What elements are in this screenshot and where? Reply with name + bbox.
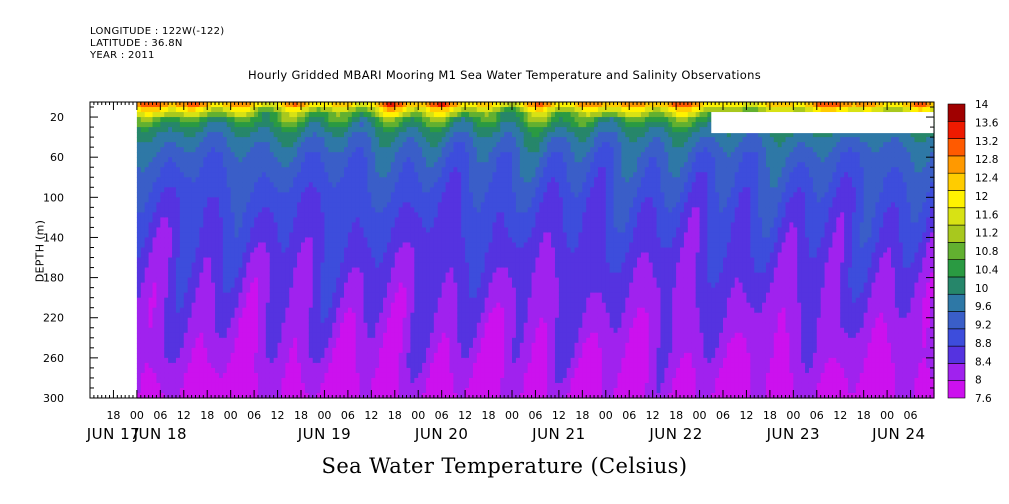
y-axis: 20 60 100 140 180 220 260 300: [43, 106, 934, 405]
colorbar-label: 10: [975, 283, 988, 295]
colorbar-label: 12.4: [975, 173, 999, 185]
y-tick-label: 260: [43, 352, 64, 365]
colorbar-label: 8.4: [975, 356, 992, 368]
x-tick-label: 00: [880, 409, 894, 422]
y-tick-label: 20: [50, 111, 64, 124]
colorbar-swatch: [947, 293, 966, 312]
colorbar: 14 13.6 13.2 12.8 12.4 12 11.6 11.2 10.8 10.4 10 9.…: [947, 99, 999, 405]
x-tick-label: 12: [739, 409, 753, 422]
colorbar-label: 9.6: [975, 301, 992, 313]
x-tick-label: 00: [411, 409, 425, 422]
colorbar-swatch: [947, 363, 966, 382]
x-tick-label: 06: [341, 409, 355, 422]
date-label: JUN 19: [297, 425, 351, 443]
colorbar-label: 13.6: [975, 117, 999, 129]
colorbar-swatch: [947, 311, 966, 330]
x-tick-label: 00: [693, 409, 707, 422]
colorbar-label: 11.6: [975, 209, 999, 221]
date-label: JUN 23: [766, 425, 820, 443]
variable-label: Sea Water Temperature (Celsius): [321, 454, 688, 478]
y-tick-label: 100: [43, 191, 64, 204]
y-tick-label: 180: [43, 272, 64, 285]
colorbar-label: 9.2: [975, 320, 992, 332]
date-label: JUN 22: [648, 425, 702, 443]
colorbar-swatch: [947, 172, 966, 191]
colorbar-swatch: [947, 224, 966, 243]
x-tick-label: 18: [669, 409, 683, 422]
x-tick-label: 12: [458, 409, 472, 422]
colorbar-label: 8: [975, 375, 982, 387]
colorbar-swatch: [947, 120, 966, 139]
x-tick-label: 06: [716, 409, 730, 422]
x-tick-label: 18: [294, 409, 308, 422]
colorbar-swatch: [947, 103, 966, 122]
x-tick-label: 06: [435, 409, 449, 422]
y-tick-label: 220: [43, 312, 64, 325]
x-tick-label: 18: [857, 409, 871, 422]
x-tick-label: 00: [505, 409, 519, 422]
x-tick-label: 18: [388, 409, 402, 422]
x-tick-label: 00: [130, 409, 144, 422]
header-info: LONGITUDE : 122W(-122) LATITUDE : 36.8N …: [90, 26, 225, 62]
date-label: JUN 20: [414, 425, 468, 443]
x-tick-label: 18: [200, 409, 214, 422]
y-tick-label: 300: [43, 392, 64, 405]
x-tick-label: 00: [786, 409, 800, 422]
colorbar-swatch: [947, 380, 966, 399]
x-tick-label: 12: [552, 409, 566, 422]
date-label: JUN 24: [871, 425, 925, 443]
temperature-field: [136, 102, 935, 399]
date-label: JUN 17: [86, 425, 140, 443]
x-tick-label: 18: [575, 409, 589, 422]
x-tick-label: 12: [364, 409, 378, 422]
colorbar-label: 12: [975, 191, 988, 203]
colorbar-label: 10.4: [975, 264, 999, 276]
colorbar-swatch: [947, 207, 966, 226]
colorbar-label: 12.8: [975, 154, 998, 166]
x-tick-label: 06: [247, 409, 261, 422]
x-tick-label: 12: [177, 409, 191, 422]
colorbar-label: 7.6: [975, 393, 992, 405]
x-tick-label: 06: [810, 409, 824, 422]
colorbar-swatch: [947, 138, 966, 157]
colorbar-swatch: [947, 155, 966, 174]
x-tick-label: 06: [528, 409, 542, 422]
colorbar-swatch: [947, 242, 966, 260]
x-tick-label: 06: [904, 409, 918, 422]
latitude-label: LATITUDE : 36.8N: [90, 38, 183, 49]
date-label: JUN 21: [531, 425, 585, 443]
colorbar-swatch: [947, 345, 966, 364]
colorbar-label: 10.8: [975, 246, 998, 258]
date-label: JUN 18: [133, 425, 187, 443]
colorbar-label: 13.2: [975, 136, 998, 148]
x-tick-label: 12: [271, 409, 285, 422]
x-tick-label: 00: [224, 409, 238, 422]
x-tick-label: 18: [763, 409, 777, 422]
y-tick-label: 140: [43, 231, 64, 244]
x-axis: 18 00 06 12 18 00 06 12 18 00 06 12 18 00 06 12 18 00 06 12…: [86, 102, 931, 443]
colorbar-label: 8.8: [975, 338, 992, 350]
missing-data-block: [711, 112, 934, 134]
y-tick-label: 60: [50, 151, 64, 164]
x-tick-label: 06: [622, 409, 636, 422]
colorbar-swatch: [947, 328, 966, 347]
x-tick-label: 00: [599, 409, 613, 422]
longitude-label: LONGITUDE : 122W(-122): [90, 26, 225, 37]
chart-title: Hourly Gridded MBARI Mooring M1 Sea Wate…: [247, 68, 762, 82]
colorbar-swatch: [947, 276, 966, 295]
colorbar-swatch: [947, 259, 966, 278]
x-tick-label: 06: [153, 409, 167, 422]
year-label: YEAR : 2011: [90, 50, 155, 61]
x-tick-label: 12: [833, 409, 847, 422]
colorbar-label: 14: [975, 99, 989, 111]
x-tick-label: 18: [482, 409, 496, 422]
x-tick-label: 18: [106, 409, 120, 422]
x-tick-label: 00: [317, 409, 331, 422]
colorbar-label: 11.2: [975, 228, 998, 240]
colorbar-swatch: [947, 190, 966, 209]
x-tick-label: 12: [646, 409, 660, 422]
